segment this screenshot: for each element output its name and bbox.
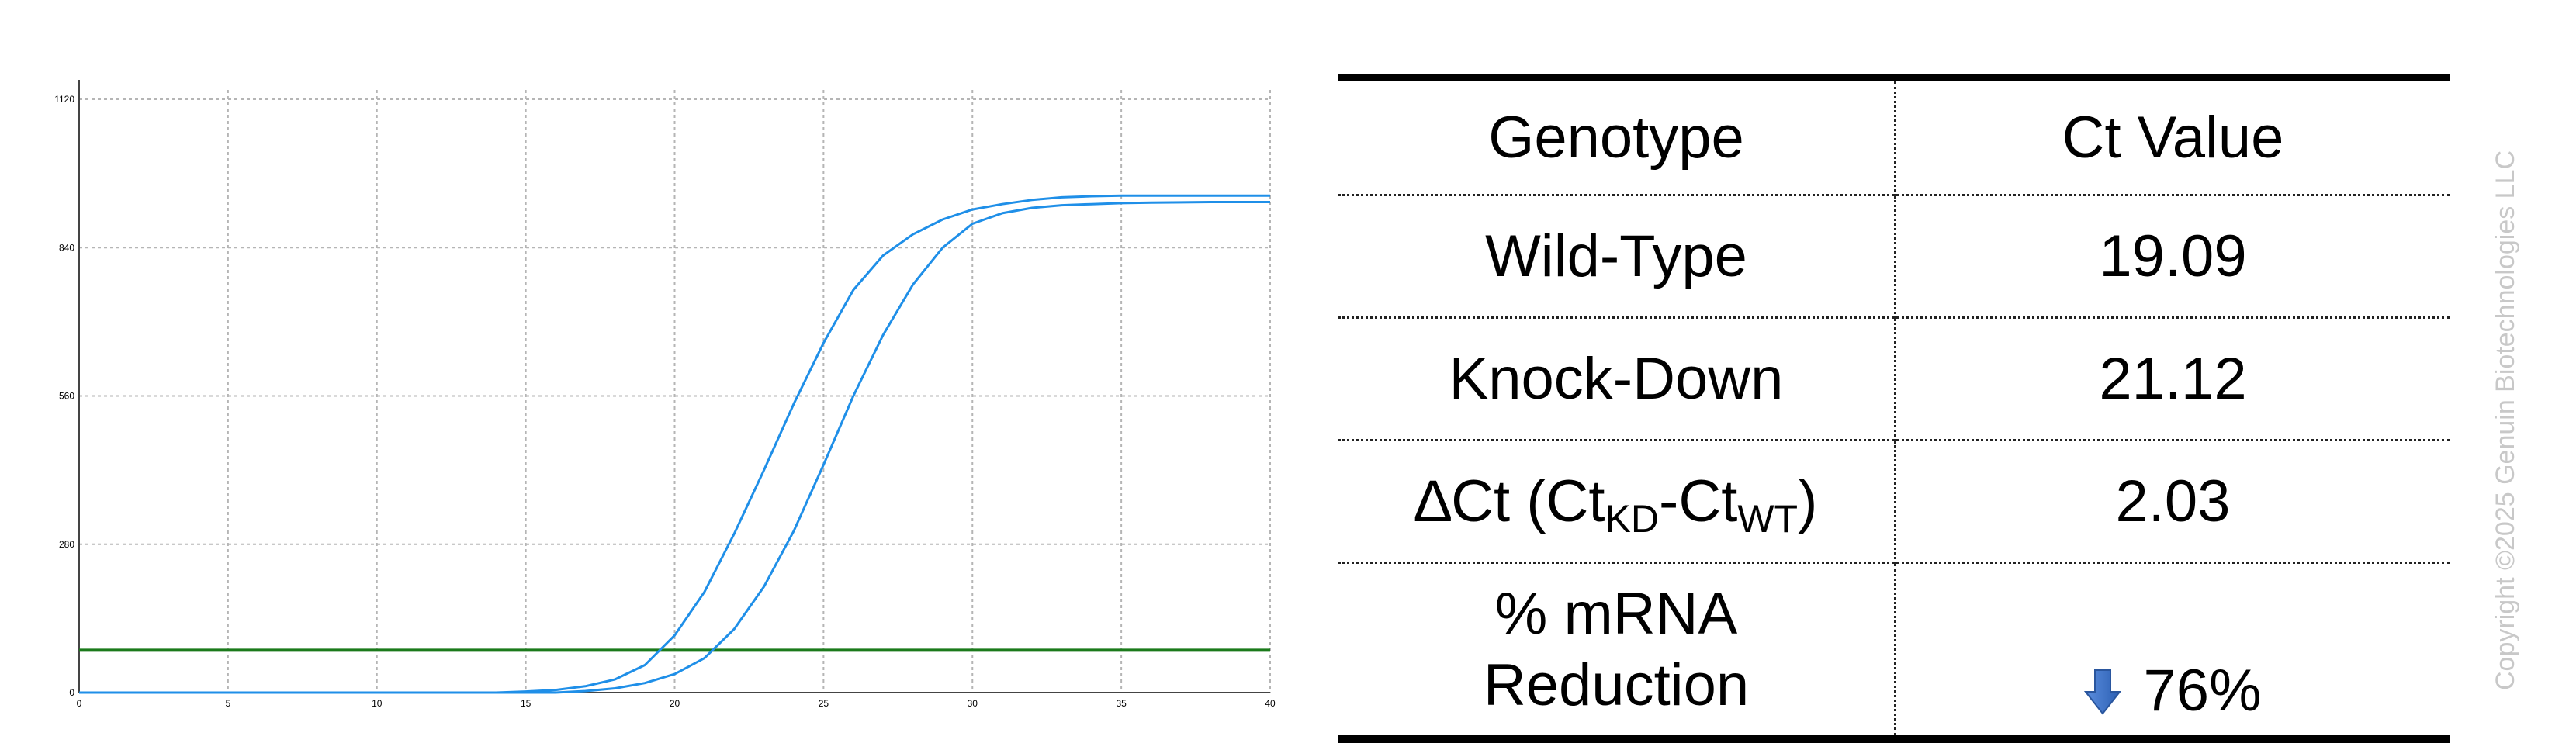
knock-down-label: Knock-Down <box>1338 317 1896 441</box>
x-tick-label: 0 <box>77 698 82 709</box>
wild-type-label: Wild-Type <box>1338 195 1896 318</box>
copyright-notice: Copyright ©2025 Genuin Biotechnologies L… <box>2491 150 2520 690</box>
x-tick-label: 10 <box>372 698 383 709</box>
x-tick-label: 40 <box>1265 698 1276 709</box>
delta-ct-value: 2.03 <box>2115 468 2231 534</box>
mrna-reduction-label: % mRNA Reduction <box>1338 562 1896 739</box>
delta-ct-text: ∆Ct (Ct <box>1414 468 1605 534</box>
genotype-header: Genotype <box>1338 78 1896 195</box>
mrna-reduction-cell: 76% <box>1896 563 2450 740</box>
delta-ct-label: ∆Ct (CtKD-CtWT) <box>1338 440 1896 563</box>
x-tick-label: 15 <box>521 698 531 709</box>
wild-type-ct: 19.09 <box>2099 223 2247 289</box>
amplification-chart: 0 5 10 15 20 25 30 35 40 0 280 560 840 1120 <box>54 80 1276 709</box>
chart-ticks: 0 5 10 15 20 25 30 35 40 0 280 560 840 1120 <box>54 94 1276 709</box>
chart-grid <box>79 90 1271 693</box>
chart-curves <box>79 194 1270 694</box>
wt-subscript: WT <box>1737 496 1799 541</box>
x-tick-label: 25 <box>819 698 829 709</box>
table-row: % mRNA Reduction 76% <box>1338 562 2450 740</box>
x-tick-label: 5 <box>226 698 231 709</box>
amplification-curve-1 <box>79 194 1270 694</box>
mrna-label-line2: Reduction <box>1483 651 1750 718</box>
mrna-label-line1: % mRNA <box>1494 581 1738 648</box>
table-row: ∆Ct (CtKD-CtWT) 2.03 <box>1338 440 2450 563</box>
table-header-row: Genotype Ct Value <box>1338 78 2450 195</box>
delta-ct-mid: -Ct <box>1659 468 1738 534</box>
y-tick-label: 1120 <box>54 94 74 105</box>
kd-subscript: KD <box>1605 496 1660 541</box>
x-tick-label: 20 <box>670 698 680 709</box>
y-tick-label: 280 <box>59 539 74 550</box>
y-tick-label: 560 <box>59 391 74 402</box>
arrow-down-icon <box>2084 660 2122 731</box>
results-table: Genotype Ct Value Wild-Type 19.09 Knock-… <box>1338 74 2450 739</box>
amplification-curve-2 <box>79 201 1270 694</box>
knock-down-ct: 21.12 <box>2099 345 2247 412</box>
delta-ct-close: ) <box>1798 468 1818 534</box>
x-tick-label: 35 <box>1116 698 1127 709</box>
table-row: Wild-Type 19.09 <box>1338 195 2450 318</box>
y-tick-label: 0 <box>69 687 74 698</box>
y-tick-label: 840 <box>59 242 74 253</box>
ct-value-header: Ct Value <box>2062 104 2284 171</box>
mrna-reduction-value: 76% <box>2143 658 2262 724</box>
table-row: Knock-Down 21.12 <box>1338 317 2450 441</box>
x-tick-label: 30 <box>968 698 978 709</box>
